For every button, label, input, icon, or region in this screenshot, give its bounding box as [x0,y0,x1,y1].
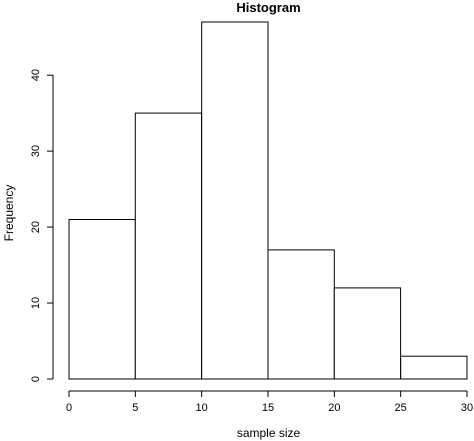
bar-0-5 [68,219,136,380]
x-axis: 0 5 10 15 20 25 30 [66,390,473,414]
x-tick-label-30: 30 [461,402,473,414]
x-tick-label-0: 0 [66,402,72,414]
bar-25-30 [400,355,468,380]
x-tick-label-10: 10 [196,402,208,414]
bar-10-15 [201,21,269,380]
y-axis-label: Frequency [2,185,16,242]
x-tick-label-20: 20 [328,402,340,414]
y-tick-label-0: 0 [30,376,42,382]
bar-5-10 [134,112,203,380]
y-tick-label-30: 30 [30,145,42,157]
x-tick-label-25: 25 [395,402,407,414]
y-tick-label-40: 40 [30,69,42,81]
y-tick-label-20: 20 [30,221,42,233]
bar-20-25 [333,287,402,380]
y-axis: 0 10 20 30 40 [30,69,54,382]
x-tick-label-15: 15 [262,402,274,414]
chart-title: Histogram [236,0,300,15]
x-axis-label: sample size [237,426,301,440]
bars-group [68,21,468,380]
bar-15-20 [267,249,335,380]
y-tick-label-10: 10 [30,297,42,309]
x-tick-label-5: 5 [132,402,138,414]
